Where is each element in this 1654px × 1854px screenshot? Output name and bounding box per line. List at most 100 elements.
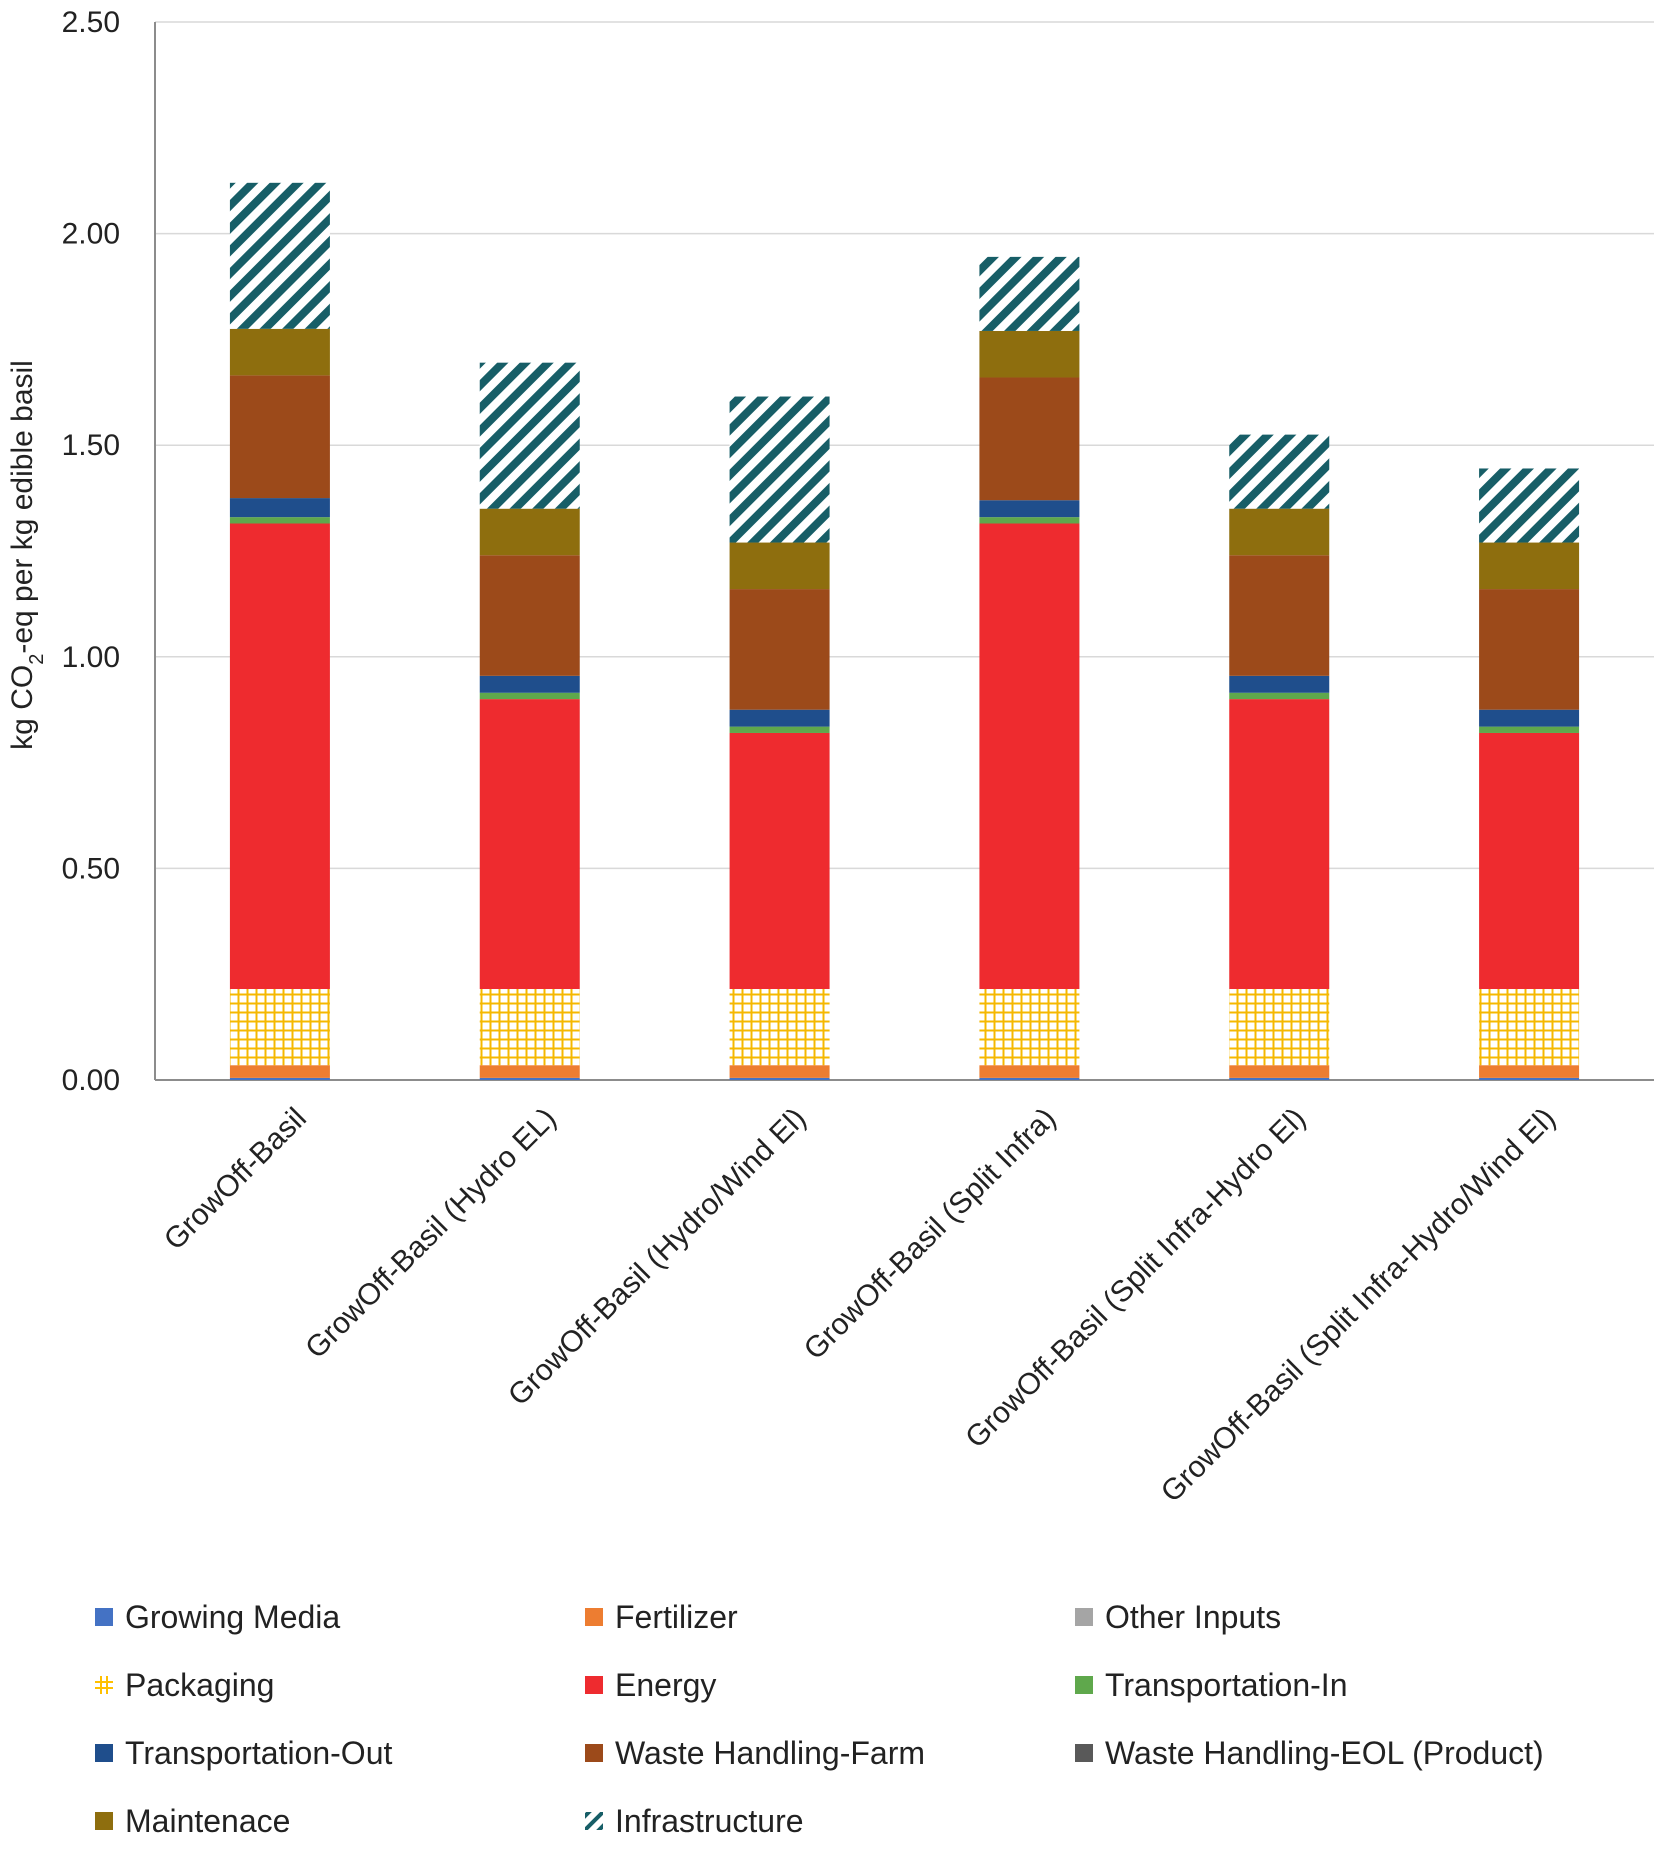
bar-segment-transportation-in — [979, 517, 1080, 524]
legend-swatch — [95, 1608, 113, 1626]
legend-label: Transportation-Out — [125, 1734, 393, 1771]
bar-segment-packaging — [479, 989, 580, 1066]
bar-segment-transportation-out — [729, 709, 830, 727]
bar-segment-packaging — [229, 989, 330, 1066]
x-category-label: GrowOff-Basil (Split Infra-Hydro/Wind El… — [1155, 1102, 1562, 1509]
bar-segment-growing-media — [729, 1077, 830, 1080]
bar-segment-growing-media — [979, 1077, 1080, 1080]
legend-item: Packaging — [95, 1665, 274, 1705]
bar-segment-infrastructure — [1479, 468, 1580, 543]
y-tick-label: 0.50 — [62, 852, 120, 885]
bar-segment-infrastructure — [979, 256, 1080, 331]
bar-segment-transportation-out — [229, 498, 330, 518]
legend-swatch — [1075, 1676, 1093, 1694]
legend-label: Growing Media — [125, 1598, 341, 1635]
bar-segment-maintenace — [229, 328, 330, 376]
legend-label: Energy — [615, 1666, 717, 1703]
bar-segment-maintenace — [1479, 542, 1580, 590]
x-category-label: GrowOff-Basil (Hydro/Wind El) — [502, 1102, 813, 1413]
bar-segment-energy — [1229, 699, 1330, 990]
bar-segment-transportation-out — [1479, 709, 1580, 727]
bar-segment-energy — [979, 523, 1080, 990]
legend-item: Transportation-Out — [95, 1733, 392, 1773]
y-axis-title-post: -eq per kg edible basil — [6, 360, 39, 654]
bar-segment-infrastructure — [229, 182, 330, 329]
bar-segment-infrastructure — [1229, 434, 1330, 509]
bar-stack — [479, 362, 580, 1080]
bar-segment-waste-handling-farm — [229, 375, 330, 499]
bar-stack — [229, 182, 330, 1080]
legend-swatch — [1075, 1608, 1093, 1626]
legend-item: Other Inputs — [1075, 1597, 1281, 1637]
bar-segment-transportation-in — [479, 692, 580, 700]
bars — [229, 182, 1580, 1080]
legend-swatch — [95, 1744, 113, 1762]
bar-stack — [1479, 468, 1580, 1080]
legend-label: Fertilizer — [615, 1598, 738, 1635]
bar-segment-waste-handling-farm — [729, 589, 830, 710]
legend-swatch — [585, 1744, 603, 1762]
bar-segment-packaging — [729, 989, 830, 1066]
bar-segment-waste-handling-farm — [1479, 589, 1580, 710]
y-tick-label: 1.00 — [62, 641, 120, 674]
bar-segment-packaging — [1479, 989, 1580, 1066]
bar-segment-maintenace — [979, 330, 1080, 378]
gridlines — [155, 21, 1654, 870]
y-axis-title-sub: 2 — [26, 654, 48, 665]
legend-swatch — [1075, 1744, 1093, 1762]
bar-segment-fertilizer — [979, 1065, 1080, 1078]
legend-label: Other Inputs — [1105, 1598, 1282, 1635]
bar-segment-fertilizer — [229, 1065, 330, 1078]
bar-segment-transportation-in — [729, 726, 830, 733]
y-axis-title: kg CO2-eq per kg edible basil — [6, 360, 48, 750]
bar-segment-transportation-in — [229, 517, 330, 524]
legend-item: Infrastructure — [585, 1801, 804, 1841]
bar-stack — [729, 396, 830, 1080]
legend-label: Waste Handling-Farm — [615, 1734, 926, 1771]
legend-swatch — [585, 1676, 603, 1694]
bar-segment-packaging — [1229, 989, 1330, 1066]
x-category-label: GrowOff-Basil (Split Infra) — [798, 1102, 1063, 1367]
legend-label: Waste Handling-EOL (Product) — [1105, 1734, 1544, 1771]
legend-item: Fertilizer — [585, 1597, 738, 1637]
x-category-label: GrowOff-Basil — [158, 1102, 313, 1257]
bar-segment-packaging — [979, 989, 1080, 1066]
y-tick-label: 2.00 — [62, 218, 120, 251]
legend-item: Waste Handling-EOL (Product) — [1075, 1733, 1544, 1773]
bar-segment-transportation-out — [979, 500, 1080, 518]
bar-segment-waste-handling-farm — [1229, 555, 1330, 676]
bar-segment-maintenace — [729, 542, 830, 590]
bar-segment-energy — [1479, 732, 1580, 990]
bar-segment-maintenace — [1229, 508, 1330, 556]
y-axis-title-pre: kg CO — [6, 665, 39, 750]
bar-segment-fertilizer — [729, 1065, 830, 1078]
y-tick-label: 1.50 — [62, 429, 120, 462]
y-tick-label: 2.50 — [62, 6, 120, 39]
bar-segment-energy — [729, 732, 830, 990]
stacked-bar-chart: 0.000.501.001.502.002.50 GrowOff-BasilGr… — [6, 6, 1654, 1509]
legend-item: Energy — [585, 1665, 716, 1705]
bar-segment-fertilizer — [1479, 1065, 1580, 1078]
bar-segment-growing-media — [1479, 1077, 1580, 1080]
bar-stack — [1229, 434, 1330, 1080]
bar-segment-maintenace — [479, 508, 580, 556]
legend-swatch — [95, 1812, 113, 1830]
bar-segment-growing-media — [479, 1077, 580, 1080]
bar-segment-waste-handling-farm — [479, 555, 580, 676]
legend-item: Transportation-In — [1075, 1665, 1347, 1705]
legend-swatch — [585, 1608, 603, 1626]
legend-swatch — [585, 1812, 603, 1830]
bar-segment-infrastructure — [729, 396, 830, 543]
bar-segment-transportation-in — [1229, 692, 1330, 700]
legend-swatch — [95, 1676, 113, 1694]
bar-segment-transportation-out — [479, 675, 580, 693]
legend-label: Packaging — [125, 1666, 275, 1703]
bar-segment-waste-handling-farm — [979, 377, 1080, 501]
legend-item: Maintenace — [95, 1801, 290, 1841]
legend-item: Waste Handling-Farm — [585, 1733, 925, 1773]
bar-segment-infrastructure — [479, 362, 580, 509]
bar-segment-fertilizer — [479, 1065, 580, 1078]
y-tick-label: 0.00 — [62, 1064, 120, 1097]
legend-label: Transportation-In — [1105, 1666, 1348, 1703]
